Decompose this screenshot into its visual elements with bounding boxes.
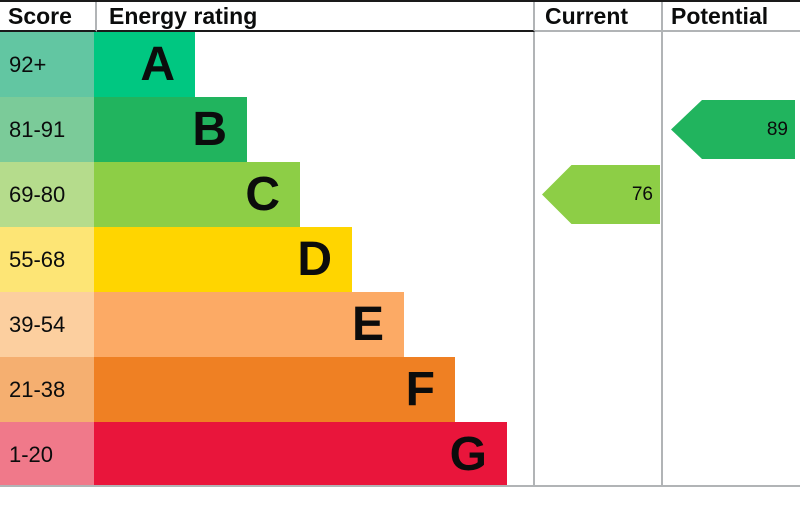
grade-letter: B: [192, 102, 227, 156]
rating-bar-b: B: [94, 97, 247, 162]
grade-letter: D: [297, 232, 332, 286]
potential-rating-arrow: 89: [671, 100, 795, 159]
column-header-energy-rating: Energy rating: [97, 2, 535, 32]
band-row-f: 21-38 F: [0, 357, 800, 422]
rating-bar-g: G: [94, 422, 507, 487]
column-header-potential: Potential: [663, 2, 800, 32]
current-rating-arrow: 76: [542, 165, 660, 224]
epc-header-row: Score Energy rating Current Potential: [0, 0, 800, 32]
score-range: 81-91: [0, 97, 94, 162]
score-range: 92+: [0, 32, 94, 97]
band-row-c: 69-80 C: [0, 162, 800, 227]
score-range: 1-20: [0, 422, 94, 487]
rating-bar-f: F: [94, 357, 455, 422]
band-row-e: 39-54 E: [0, 292, 800, 357]
score-range: 55-68: [0, 227, 94, 292]
grade-letter: G: [449, 427, 487, 481]
rating-bar-a: A: [94, 32, 195, 97]
column-divider-potential: [661, 32, 663, 487]
band-row-a: 92+ A: [0, 32, 800, 97]
band-row-b: 81-91 B: [0, 97, 800, 162]
column-header-score: Score: [0, 2, 97, 32]
grade-letter: E: [351, 297, 384, 351]
band-row-d: 55-68 D: [0, 227, 800, 292]
epc-body: 92+ A 81-91 B 69-80 C 55-68 D 39-54 E 21…: [0, 32, 800, 487]
rating-bar-c: C: [94, 162, 300, 227]
score-range: 69-80: [0, 162, 94, 227]
current-rating-value: 76: [631, 183, 653, 205]
grade-letter: F: [405, 362, 435, 416]
rating-bar-d: D: [94, 227, 352, 292]
column-divider-current: [533, 32, 535, 487]
rating-bar-e: E: [94, 292, 404, 357]
score-range: 39-54: [0, 292, 94, 357]
table-bottom-border: [0, 485, 800, 487]
band-row-g: 1-20 G: [0, 422, 800, 487]
score-range: 21-38: [0, 357, 94, 422]
potential-rating-value: 89: [766, 118, 788, 140]
column-header-current: Current: [535, 2, 663, 32]
grade-letter: A: [140, 37, 175, 91]
grade-letter: C: [245, 167, 280, 221]
